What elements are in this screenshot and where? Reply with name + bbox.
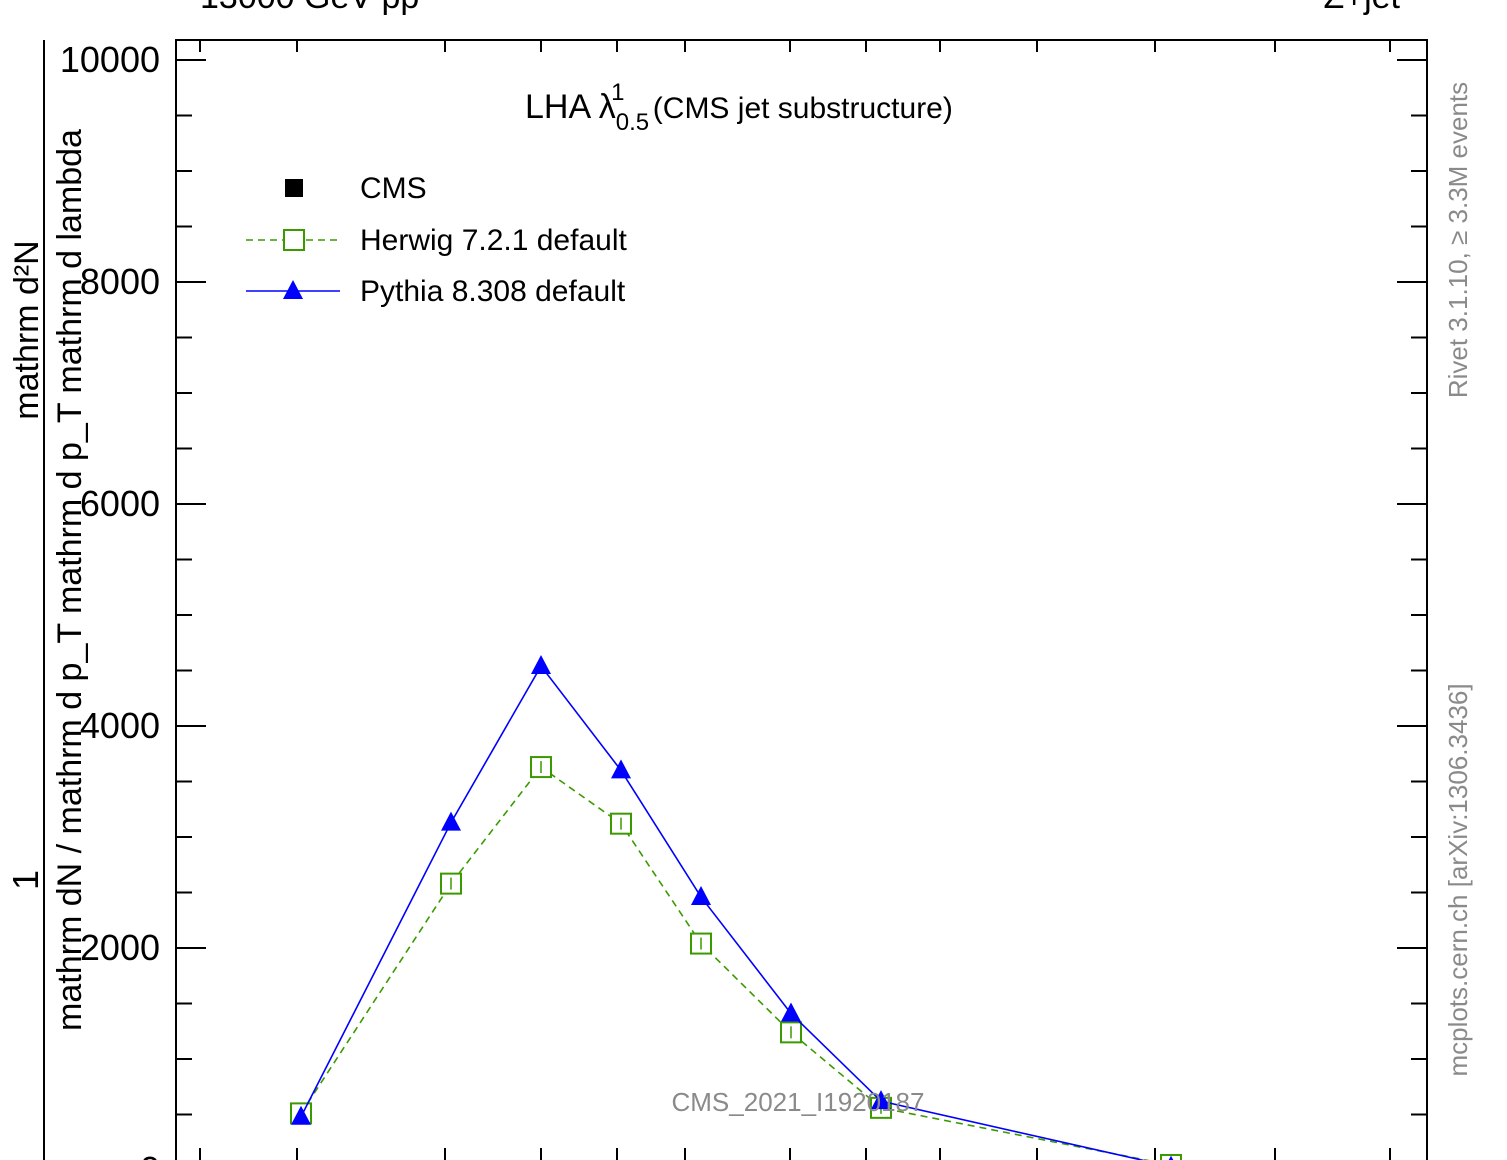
y-tick-label: 2000 xyxy=(80,927,160,968)
rivet-version-label: Rivet 3.1.10, ≥ 3.3M events xyxy=(1443,82,1473,398)
legend-pythia-marker xyxy=(283,280,303,299)
chart-title-rest: (CMS jet substructure) xyxy=(644,92,952,125)
pythia-point xyxy=(531,655,551,675)
legend: CMS Herwig 7.2.1 default Pythia 8.308 de… xyxy=(246,172,627,308)
header-left-text: 13000 GeV pp xyxy=(200,0,419,16)
y-axis-ticks xyxy=(176,59,1427,1116)
pythia-point xyxy=(781,1002,801,1022)
plot-frame xyxy=(175,39,1428,1160)
legend-pythia-label: Pythia 8.308 default xyxy=(360,275,626,308)
y-label-numerator: mathrm d²N xyxy=(8,240,46,419)
y-label-one: 1 xyxy=(5,870,46,890)
y-tick-label: 8000 xyxy=(80,261,160,302)
header-right-text: Z+jet xyxy=(1323,0,1400,16)
herwig-series-line xyxy=(300,765,1150,1160)
analysis-watermark: CMS_2021_I1920187 xyxy=(672,1087,925,1117)
y-tick-label: 0 xyxy=(140,1149,160,1160)
series-layer xyxy=(290,655,1182,1160)
legend-herwig-marker xyxy=(283,229,305,251)
legend-cms-label: CMS xyxy=(360,172,427,205)
y-tick-label: 10000 xyxy=(60,39,160,80)
mcplots-label: mcplots.cern.ch [arXiv:1306.3436] xyxy=(1443,683,1473,1076)
y-axis-tick-labels: 0 2000 4000 6000 8000 10000 xyxy=(60,39,160,1160)
y-tick-label: 6000 xyxy=(80,483,160,524)
x-axis-ticks xyxy=(199,40,1391,1160)
pythia-point xyxy=(441,811,461,831)
pythia-point xyxy=(691,885,711,905)
pythia-series-line xyxy=(300,664,1146,1160)
pythia-point xyxy=(1168,1155,1174,1160)
legend-herwig-label: Herwig 7.2.1 default xyxy=(360,224,627,257)
pythia-point xyxy=(291,1105,311,1125)
chart-title-superscript: 1 xyxy=(611,79,624,106)
chart-title: LHA λ0.51 (CMS jet substructure) xyxy=(525,79,953,136)
pythia-point xyxy=(871,1090,891,1110)
chart-title-subscript: 0.5 xyxy=(616,109,649,136)
pythia-point xyxy=(611,759,631,779)
y-tick-label: 4000 xyxy=(80,705,160,746)
legend-cms-marker xyxy=(285,179,303,197)
y-label-denominator: mathrm dN / mathrm d p_T mathrm d p_T ma… xyxy=(51,129,89,1031)
y-axis-label: 1 mathrm d²N mathrm dN / mathrm d p_T ma… xyxy=(5,40,89,1160)
